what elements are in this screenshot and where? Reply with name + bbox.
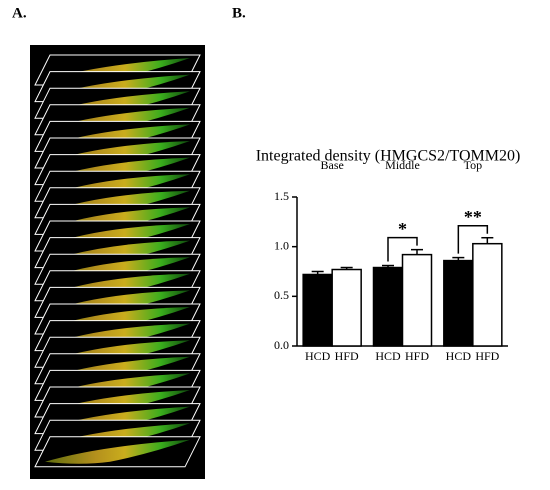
x-tick-label: HFD (475, 349, 499, 363)
significance-label: * (398, 219, 407, 239)
significance-bracket (457, 224, 489, 254)
panel-label: B. (232, 5, 246, 21)
x-tick-label: HFD (335, 349, 359, 363)
bar (302, 273, 333, 347)
x-tick-label: HCD (305, 349, 331, 363)
panel-label: A. (12, 5, 27, 21)
group-label: Base (321, 158, 344, 172)
y-tick-label: 0.0 (274, 338, 289, 352)
bar (401, 253, 433, 347)
bar (443, 259, 474, 347)
bar (331, 268, 362, 347)
x-tick-label: HCD (446, 349, 472, 363)
tissue (45, 439, 190, 464)
chart: Integrated density (HMGCS2/TOMM20) 0.0 0.… (256, 148, 521, 363)
y-tick-label: 1.0 (274, 238, 289, 252)
significance-bracket (387, 236, 418, 262)
x-tick-label: HFD (405, 349, 429, 363)
image-stack (34, 54, 201, 468)
bar (372, 266, 404, 347)
y-tick-label: 1.5 (274, 189, 289, 203)
significance-label: ** (464, 207, 482, 227)
group-label: Middle (385, 158, 420, 172)
bar (472, 242, 503, 347)
x-tick-label: HCD (375, 349, 401, 363)
y-tick-label: 0.5 (274, 288, 289, 302)
chart-title: Integrated density (HMGCS2/TOMM20) (256, 148, 521, 165)
group-label: Top (464, 158, 483, 172)
